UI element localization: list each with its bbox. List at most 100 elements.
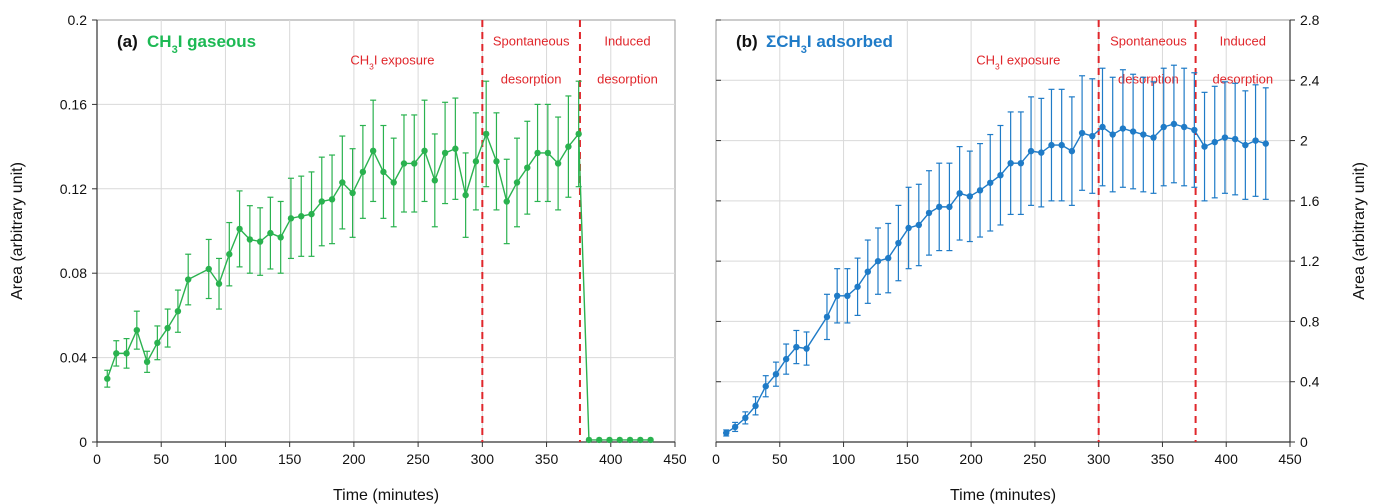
y-axis-title: Area (arbitrary unit) [9, 162, 26, 300]
data-point [287, 215, 295, 222]
y-tick-label: 1.6 [1300, 193, 1320, 209]
y-tick-label: 1.2 [1300, 253, 1320, 269]
data-point [441, 149, 449, 157]
data-point [390, 179, 397, 186]
data-point [731, 423, 739, 431]
data-point [123, 350, 130, 357]
data-point [1058, 141, 1065, 149]
data-point [400, 160, 408, 167]
data-point [143, 358, 151, 366]
data-point [956, 190, 963, 197]
data-point [793, 343, 800, 351]
phase-annotation: desorption [501, 71, 562, 86]
data-point [864, 268, 871, 275]
data-point [762, 383, 769, 390]
data-point [318, 198, 325, 205]
data-point [380, 168, 387, 176]
data-point [1068, 147, 1076, 155]
y-tick-label: 0 [79, 434, 87, 450]
y-tick-label: 0.16 [60, 96, 87, 112]
y-tick-label: 0.8 [1300, 313, 1320, 329]
data-point [339, 179, 346, 186]
data-point [349, 189, 356, 197]
panel-title: CH3I gaseous [147, 32, 256, 56]
x-tick-label: 0 [712, 451, 720, 467]
data-point [503, 198, 510, 205]
panel-label: (b) [736, 32, 758, 51]
data-point [1017, 159, 1025, 167]
data-point [1191, 126, 1198, 134]
data-point [205, 265, 212, 273]
data-point [1038, 149, 1045, 156]
data-point [647, 436, 654, 444]
x-tick-label: 450 [1278, 451, 1302, 467]
y-axis-title: Area (arbitrary unit) [1351, 162, 1368, 300]
data-point [411, 160, 418, 167]
data-point [482, 130, 490, 138]
phase-annotation: CH3I exposure [976, 52, 1060, 71]
data-point [462, 191, 469, 199]
data-point [1089, 132, 1096, 140]
data-point [565, 143, 572, 150]
data-point [946, 203, 953, 211]
x-tick-label: 100 [832, 451, 856, 467]
data-point [1252, 137, 1259, 144]
x-tick-label: 150 [896, 451, 920, 467]
phase-annotation: Induced [1220, 33, 1266, 48]
y-tick-label: 0.08 [60, 265, 87, 281]
data-point [1180, 123, 1188, 131]
phase-annotation: CH3I exposure [350, 52, 434, 71]
data-point [976, 187, 984, 194]
data-point [236, 225, 243, 233]
x-axis-title: Time (minutes) [950, 487, 1056, 504]
phase-annotation: Induced [604, 33, 650, 48]
x-tick-label: 150 [278, 451, 302, 467]
data-point [298, 213, 305, 220]
data-point [626, 436, 634, 444]
data-point [133, 326, 141, 334]
x-tick-label: 350 [1151, 451, 1175, 467]
x-tick-label: 50 [153, 451, 169, 467]
phase-annotation: desorption [1118, 71, 1179, 86]
y-tick-label: 0 [1300, 434, 1308, 450]
data-point [1211, 138, 1218, 146]
panel-title: ΣCH3I adsorbed [766, 32, 893, 56]
data-point [164, 324, 171, 332]
data-point [1109, 131, 1116, 138]
data-point [544, 149, 552, 157]
data-point [154, 339, 161, 347]
data-point [267, 229, 274, 237]
plot-frame [715, 19, 1291, 443]
data-point [472, 158, 480, 165]
data-point [1078, 129, 1086, 137]
data-point [328, 196, 336, 203]
data-point [513, 179, 521, 186]
data-point [997, 172, 1004, 179]
x-tick-label: 250 [1023, 451, 1047, 467]
data-point [1170, 120, 1178, 128]
data-point [782, 355, 790, 363]
data-point [1140, 131, 1147, 138]
data-point [524, 164, 531, 171]
panel-a-chart: 0 50 100 150 200 250 300 350 400 450 0 0.04 0.08 0.12… [9, 12, 687, 504]
y-tick-label: 0.12 [60, 181, 87, 197]
data-point [895, 239, 902, 247]
x-tick-label: 200 [959, 451, 983, 467]
data-point [596, 436, 603, 444]
data-point [915, 221, 923, 229]
data-point [1027, 147, 1035, 155]
panel-label: (a) [117, 32, 138, 51]
data-point [874, 257, 882, 265]
plot-frame [96, 19, 676, 443]
data-point [585, 436, 593, 444]
phase-annotation: Spontaneous [1110, 33, 1187, 48]
data-point [1242, 141, 1249, 149]
data-point [833, 292, 841, 300]
data-point [452, 145, 459, 152]
phase-annotation: desorption [597, 71, 658, 86]
data-point [1099, 123, 1106, 131]
phase-annotation: desorption [1212, 71, 1273, 86]
data-point [554, 160, 562, 167]
data-point [226, 251, 233, 258]
